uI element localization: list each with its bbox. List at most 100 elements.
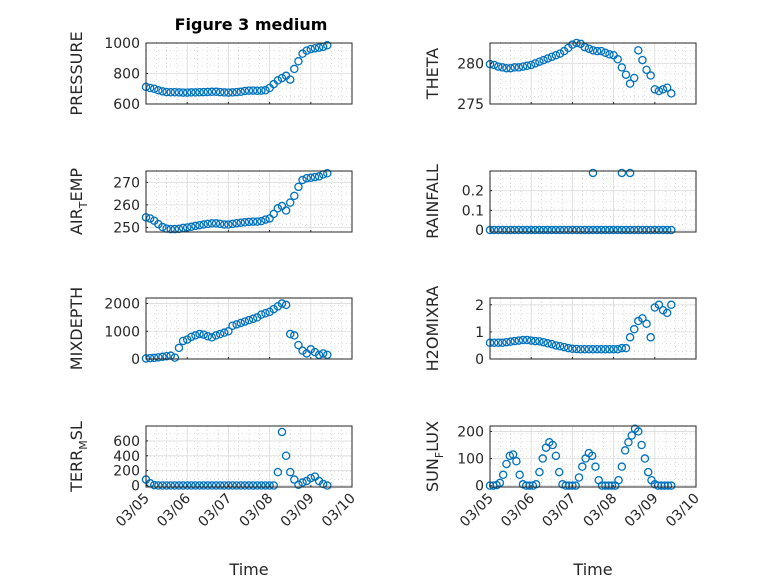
y-tick-label-3: 270 (113, 175, 140, 191)
y-tick-label-5: 1000 (104, 324, 140, 340)
data-point-1 (203, 87, 213, 97)
data-point-5 (236, 318, 246, 328)
data-point-4 (596, 225, 606, 235)
data-point-2 (539, 55, 548, 65)
subplot-2: 275 280 THETA (423, 38, 697, 113)
data-point-4 (531, 225, 540, 235)
data-point-6 (642, 319, 651, 329)
data-point-8 (551, 451, 561, 461)
data-point-2 (642, 65, 651, 75)
data-point-2 (547, 52, 557, 62)
data-point-5 (318, 349, 328, 358)
data-point-8 (587, 451, 597, 461)
axes-box-2 (489, 42, 697, 105)
data-point-1 (252, 86, 262, 95)
data-point-4 (564, 225, 573, 235)
data-point-2 (551, 50, 561, 60)
data-point-5 (220, 328, 229, 337)
data-point-5 (232, 320, 241, 329)
data-point-5 (191, 331, 200, 340)
x-tick-label-7: 03/06 (154, 490, 194, 530)
data-point-6 (667, 300, 676, 310)
y-axis-label-5: MIXDEPTH (67, 287, 86, 370)
y-tick-label-8: 100 (457, 452, 484, 468)
data-point-5 (285, 329, 295, 339)
data-point-6 (596, 344, 606, 354)
data-point-6 (543, 339, 552, 348)
data-point-7 (220, 481, 229, 490)
data-point-2 (568, 40, 577, 49)
data-point-8 (515, 470, 524, 480)
subplot-4: 0 0.1 0.2 RAINFALL (423, 164, 697, 239)
data-point-3 (207, 219, 217, 228)
data-point-5 (154, 353, 163, 362)
data-point-2 (658, 85, 668, 94)
data-point-6 (502, 337, 511, 347)
data-point-6 (535, 337, 544, 346)
data-point-2 (531, 59, 540, 68)
data-point-8 (574, 473, 584, 482)
data-point-5 (174, 343, 184, 353)
data-point-2 (634, 46, 643, 55)
data-point-2 (654, 86, 664, 96)
data-point-7 (170, 481, 180, 490)
y-axis-label-1: PRESSURE (67, 31, 86, 115)
data-point-3 (294, 182, 303, 192)
data-point-1 (215, 87, 225, 97)
data-point-7 (191, 481, 200, 490)
data-point-6 (588, 344, 598, 354)
data-point-1 (244, 86, 254, 95)
y-tick-label-7: 200 (113, 464, 140, 480)
data-point-4 (667, 225, 676, 235)
y-tick-label-1: 800 (113, 67, 140, 83)
data-point-7 (244, 481, 254, 490)
data-point-2 (502, 63, 511, 73)
data-point-2 (489, 60, 499, 70)
data-point-4 (613, 225, 622, 235)
data-point-2 (518, 62, 528, 71)
data-point-2 (588, 46, 598, 55)
data-point-6 (551, 341, 561, 350)
data-point-3 (302, 173, 311, 183)
data-point-8 (502, 459, 511, 469)
y-tick-label-5: 0 (131, 352, 140, 368)
data-point-8 (627, 431, 636, 440)
data-point-4 (588, 225, 598, 235)
y-tick-label-1: 600 (113, 97, 140, 113)
x-axis-label-8: Time (572, 560, 612, 579)
data-point-4 (510, 225, 519, 235)
data-point-4 (547, 225, 557, 235)
data-point-2 (601, 48, 610, 58)
axes-box-8 (489, 425, 697, 488)
data-point-4 (502, 225, 511, 235)
data-point-5 (257, 310, 266, 319)
data-point-1 (211, 87, 221, 97)
subplot-8: 0 100 200 03/05 03/06 03/07 03/08 03/09 03/10 Tim… (423, 421, 703, 579)
data-point-2 (650, 85, 660, 94)
data-point-8 (607, 481, 617, 490)
data-point-6 (526, 336, 536, 345)
data-point-3 (306, 173, 316, 183)
x-tick-label-8: 03/10 (663, 491, 703, 531)
data-point-6 (514, 336, 524, 345)
y-tick-label-8: 0 (475, 479, 484, 495)
data-point-2 (506, 63, 515, 73)
y-axis-label-8: SUNFLUX (423, 421, 446, 492)
data-point-5 (215, 329, 225, 339)
data-point-1 (195, 88, 204, 97)
data-point-4 (609, 225, 618, 235)
data-point-1 (191, 88, 200, 97)
data-point-2 (638, 55, 647, 65)
data-point-5 (170, 353, 180, 362)
data-point-1 (294, 57, 303, 66)
data-point-3 (314, 172, 324, 181)
data-point-6 (559, 342, 569, 352)
data-point-7 (149, 480, 159, 490)
data-point-4 (621, 225, 631, 235)
data-point-7 (232, 481, 241, 490)
subplot-5: 0 1000 2000 MIXDEPTH (67, 287, 353, 370)
data-point-1 (182, 88, 192, 97)
y-axis-label-7: TERRMSL (67, 421, 90, 493)
axes-box-4 (489, 170, 697, 233)
